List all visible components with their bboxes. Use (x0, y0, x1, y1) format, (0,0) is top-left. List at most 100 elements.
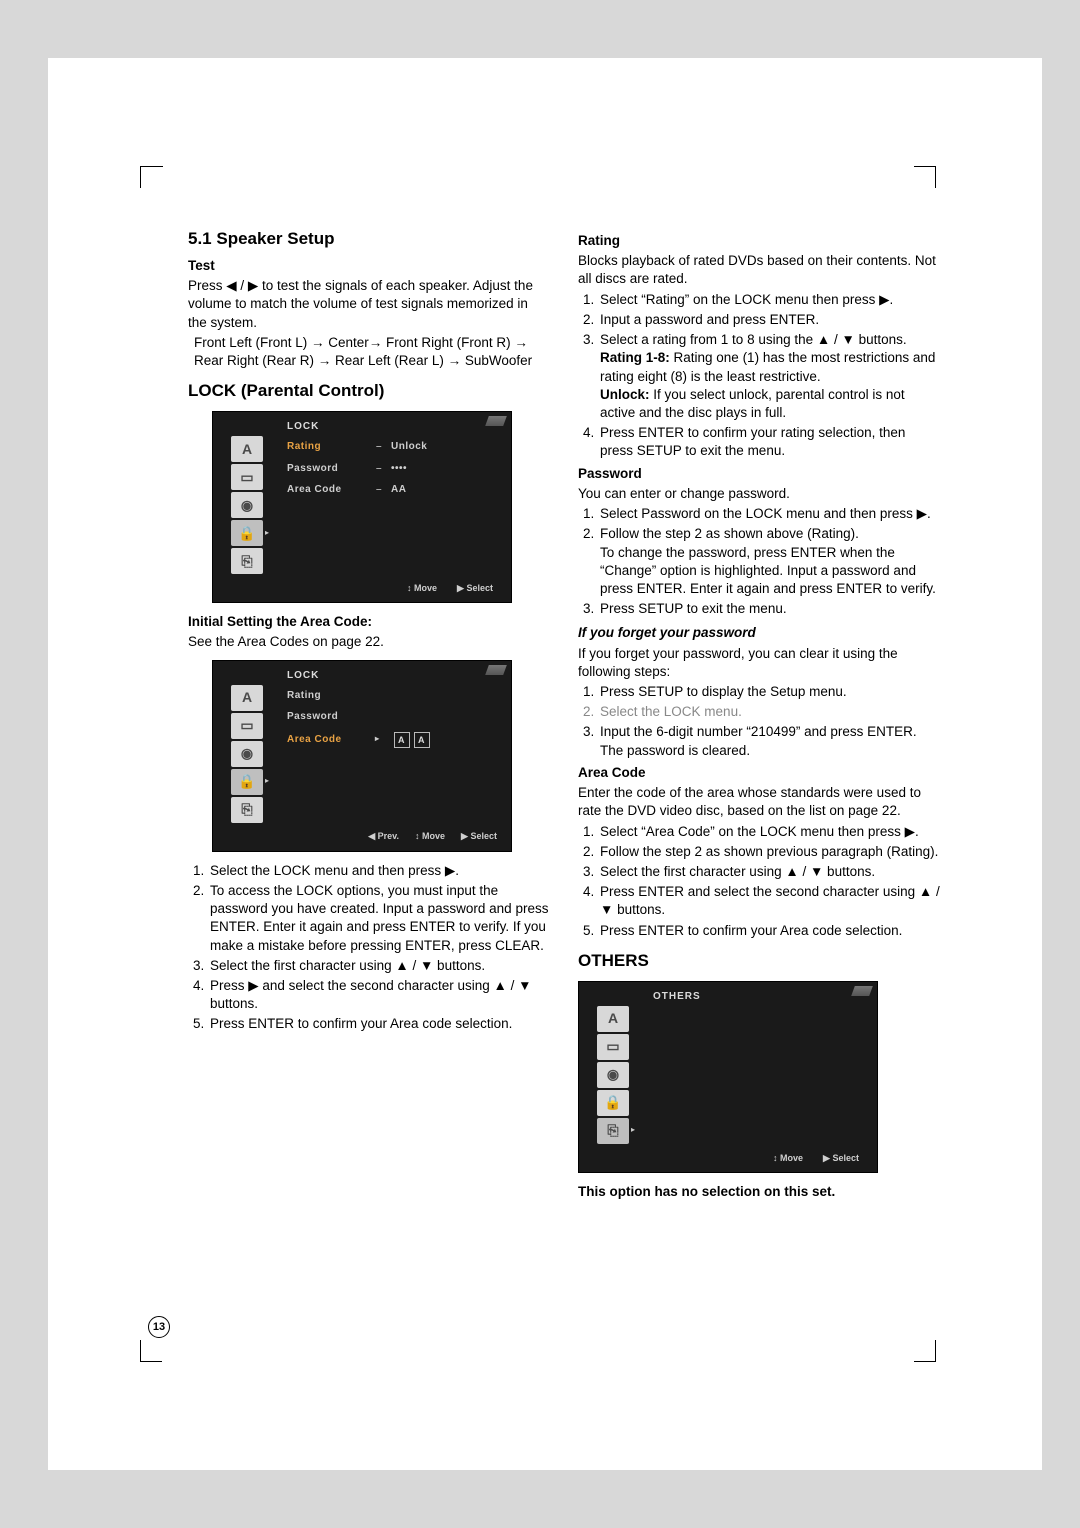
audio-icon: ◉ (231, 492, 263, 518)
paragraph: You can enter or change password. (578, 485, 940, 503)
left-column: 5.1 Speaker Setup Test Press ◀ / ▶ to te… (188, 228, 550, 1203)
osd-lock-2: LOCK A ▭ ◉ 🔒▸ ⎘ Rating Password Area Cod… (212, 660, 512, 852)
list-item: Press SETUP to display the Setup menu. (598, 683, 940, 701)
step-text: Select a rating from 1 to 8 using the ▲ … (600, 332, 907, 347)
others-note: This option has no selection on this set… (578, 1183, 940, 1201)
chevron-right-icon: ▸ (375, 734, 380, 745)
osd-footer: ↕ Move ▶ Select (773, 1152, 859, 1164)
lock-icon: 🔒 (231, 520, 263, 546)
subhead-password: Password (578, 465, 940, 483)
chevron-right-icon: ▸ (265, 776, 269, 787)
chevron-right-icon: ▸ (265, 528, 269, 539)
list-item: Select the LOCK menu and then press ▶. (208, 862, 550, 880)
page: 5.1 Speaker Setup Test Press ◀ / ▶ to te… (48, 58, 1042, 1470)
password-steps: Select Password on the LOCK menu and the… (578, 505, 940, 618)
display-icon: ▭ (231, 713, 263, 739)
chevron-right-icon: ▸ (631, 1125, 635, 1136)
list-item: Press ENTER to confirm your rating selec… (598, 424, 940, 460)
paragraph: Front Left (Front L) → Center→ Front Rig… (188, 334, 550, 370)
forget-steps: Press SETUP to display the Setup menu. S… (578, 683, 940, 760)
osd-row-password: Password (287, 710, 430, 724)
step-text: To change the password, press ENTER when… (600, 545, 936, 596)
subhead-test: Test (188, 257, 550, 275)
list-item: Select the LOCK menu. (598, 703, 940, 721)
list-item: Input a password and press ENTER. (598, 311, 940, 329)
osd-sidebar: A ▭ ◉ 🔒▸ ⎘ (231, 685, 271, 823)
osd-move-label: ↕ Move (415, 830, 445, 842)
list-item: Select a rating from 1 to 8 using the ▲ … (598, 331, 940, 422)
osd-row-areacode: Area Code–AA (287, 483, 427, 497)
list-item: Follow the step 2 as shown previous para… (598, 843, 940, 861)
osd-title: LOCK (287, 420, 319, 434)
page-number: 13 (148, 1316, 170, 1338)
osd-prev-label: ◀ Prev. (368, 830, 399, 842)
list-item: Select “Area Code” on the LOCK menu then… (598, 823, 940, 841)
crop-mark (914, 1340, 936, 1362)
osd-title: OTHERS (653, 990, 701, 1004)
lock-icon: 🔒 (597, 1090, 629, 1116)
list-item: Follow the step 2 as shown above (Rating… (598, 525, 940, 598)
heading-others: OTHERS (578, 950, 940, 973)
osd-corner-icon (485, 665, 507, 675)
osd-corner-icon (851, 986, 873, 996)
language-icon: A (597, 1006, 629, 1032)
list-item: To access the LOCK options, you must inp… (208, 882, 550, 955)
osd-move-label: ↕ Move (407, 582, 437, 594)
osd-footer: ◀ Prev. ↕ Move ▶ Select (368, 830, 497, 842)
crop-mark (140, 1340, 162, 1362)
audio-icon: ◉ (231, 741, 263, 767)
paragraph: Press ◀ / ▶ to test the signals of each … (188, 277, 550, 332)
list-item: Press ENTER to confirm your Area code se… (208, 1015, 550, 1033)
area-code-boxes: A A (394, 732, 430, 748)
area-steps: Select “Area Code” on the LOCK menu then… (578, 823, 940, 940)
list-item: Select the first character using ▲ / ▼ b… (208, 957, 550, 975)
list-item: Select Password on the LOCK menu and the… (598, 505, 940, 523)
osd-corner-icon (485, 416, 507, 426)
osd-select-label: ▶ Select (823, 1152, 859, 1164)
subhead-forget-password: If you forget your password (578, 624, 940, 642)
list-item: Press ▶ and select the second character … (208, 977, 550, 1013)
osd-title: LOCK (287, 669, 319, 683)
step-text: Follow the step 2 as shown above (Rating… (600, 526, 859, 541)
heading-lock: LOCK (Parental Control) (188, 380, 550, 403)
osd-select-label: ▶ Select (457, 582, 493, 594)
area-code-steps: Select the LOCK menu and then press ▶. T… (188, 862, 550, 1034)
osd-footer: ↕ Move ▶ Select (407, 582, 493, 594)
lock-icon: 🔒 (231, 769, 263, 795)
subhead-rating: Rating (578, 232, 940, 250)
paragraph: If you forget your password, you can cle… (578, 645, 940, 681)
osd-row-password: Password–•••• (287, 462, 427, 476)
subhead-area-code: Area Code (578, 764, 940, 782)
rating18-label: Rating 1-8: (600, 350, 670, 365)
osd-menu-list: Rating–Unlock Password–•••• Area Code–AA (287, 440, 427, 497)
right-column: Rating Blocks playback of rated DVDs bas… (578, 228, 940, 1203)
osd-lock-1: LOCK A ▭ ◉ 🔒▸ ⎘ Rating–Unlock Password–•… (212, 411, 512, 603)
osd-others: OTHERS A ▭ ◉ 🔒 ⎘▸ ↕ Move ▶ Select (578, 981, 878, 1173)
rating-steps: Select “Rating” on the LOCK menu then pr… (578, 291, 940, 461)
osd-menu-list: Rating Password Area Code ▸ A A (287, 689, 430, 748)
crop-mark (140, 166, 141, 188)
others-icon: ⎘ (231, 797, 263, 823)
osd-row-rating: Rating (287, 689, 430, 703)
others-icon: ⎘ (597, 1118, 629, 1144)
content-area: 5.1 Speaker Setup Test Press ◀ / ▶ to te… (188, 228, 940, 1203)
list-item: Press ENTER to confirm your Area code se… (598, 922, 940, 940)
osd-sidebar: A ▭ ◉ 🔒▸ ⎘ (231, 436, 271, 574)
heading-speaker-setup: 5.1 Speaker Setup (188, 228, 550, 251)
osd-select-label: ▶ Select (461, 830, 497, 842)
display-icon: ▭ (231, 464, 263, 490)
list-item: Press ENTER and select the second charac… (598, 883, 940, 919)
unlock-label: Unlock: (600, 387, 650, 402)
language-icon: A (231, 436, 263, 462)
osd-sidebar: A ▭ ◉ 🔒 ⎘▸ (597, 1006, 637, 1144)
audio-icon: ◉ (597, 1062, 629, 1088)
osd-move-label: ↕ Move (773, 1152, 803, 1164)
subhead-initial-area: Initial Setting the Area Code: (188, 613, 550, 631)
display-icon: ▭ (597, 1034, 629, 1060)
osd-row-rating: Rating–Unlock (287, 440, 427, 454)
list-item: Select “Rating” on the LOCK menu then pr… (598, 291, 940, 309)
paragraph: Blocks playback of rated DVDs based on t… (578, 252, 940, 288)
others-icon: ⎘ (231, 548, 263, 574)
language-icon: A (231, 685, 263, 711)
paragraph: See the Area Codes on page 22. (188, 633, 550, 651)
